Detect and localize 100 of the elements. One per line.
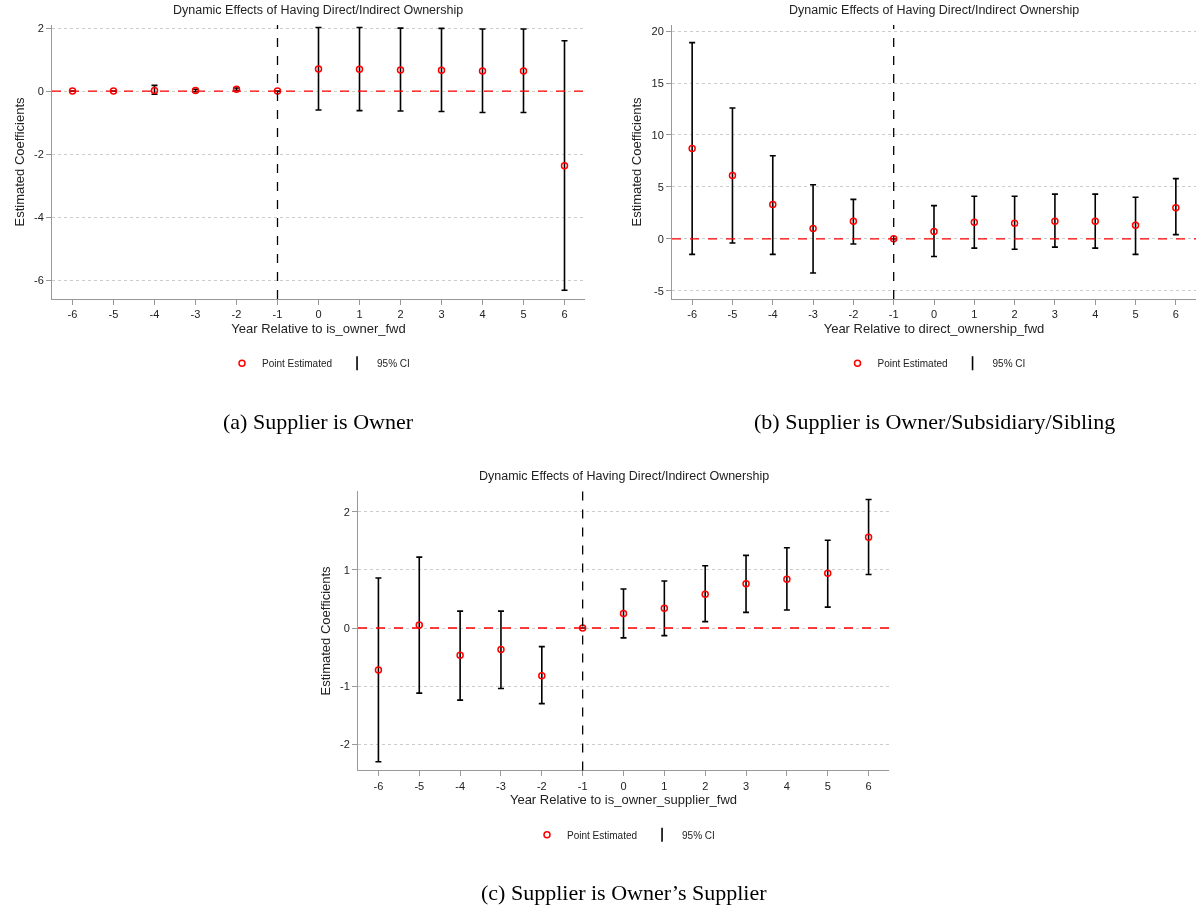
x-tick-label: 4 [479, 308, 486, 321]
x-tick-label: 2 [397, 308, 404, 321]
point [660, 604, 669, 613]
x-tick-label: -3 [190, 308, 201, 321]
x-tick-label: -2 [536, 779, 547, 792]
y-tick-label: -4 [34, 210, 44, 223]
x-tick-label: -4 [455, 779, 466, 792]
x-tick-label: 0 [315, 308, 322, 321]
point [1010, 219, 1019, 227]
y-tick-label: -2 [340, 738, 350, 751]
x-tick-label: 3 [438, 308, 445, 321]
chart-title: Dynamic Effects of Having Direct/Indirect Ownership [479, 469, 770, 483]
y-tick-label: -6 [34, 273, 44, 286]
x-tick-label: -4 [149, 308, 160, 321]
legend-label: Point Estimated [877, 358, 948, 370]
x-tick-label: -5 [108, 308, 119, 321]
point [728, 171, 737, 180]
point [970, 218, 979, 226]
x-tick-label: 5 [520, 308, 527, 321]
x-tick-label: -6 [373, 779, 384, 792]
point [1051, 217, 1059, 225]
point [809, 224, 817, 233]
text: 95% CI [377, 358, 410, 370]
y-tick-label: 0 [37, 84, 44, 97]
y-tick-label: 1 [343, 563, 350, 576]
text: 95% CI [992, 358, 1026, 370]
legend-label: Point Estimated [567, 829, 638, 841]
point [742, 580, 750, 588]
x-tick-label: -1 [888, 308, 899, 321]
y-tick-label: 15 [651, 76, 664, 89]
point [930, 227, 938, 236]
x-tick-label: -2 [848, 308, 859, 321]
point [864, 533, 873, 542]
y-tick-label: 5 [657, 180, 664, 193]
x-tick-label: -2 [231, 308, 242, 321]
legend-label: Point Estimated [262, 358, 333, 370]
x-tick-label: 2 [1011, 308, 1018, 321]
x-tick-label: -5 [727, 308, 738, 321]
chart-title: Dynamic Effects of Having Direct/Indirect Ownership [789, 3, 1080, 17]
chart-title: Dynamic Effects of Having Direct/Indirect Ownership [173, 3, 464, 17]
point [1131, 221, 1140, 230]
x-axis-title: Year Relative to is_owner_supplier_fwd [509, 792, 738, 808]
x-tick-label: -3 [808, 308, 818, 321]
point [538, 671, 546, 680]
point [415, 621, 424, 629]
y-tick-label: 20 [651, 25, 664, 38]
y-tick-label: 2 [37, 21, 44, 34]
point [1091, 217, 1099, 225]
point [519, 67, 528, 75]
x-tick-label: -3 [496, 779, 506, 792]
point [396, 66, 405, 74]
x-tick-label: 1 [356, 308, 363, 321]
x-tick-label: 4 [783, 779, 790, 792]
point [769, 200, 777, 209]
point [374, 666, 383, 674]
text: (b) Supplier is Owner/Subsidiary/Sibling [754, 409, 1116, 434]
x-tick-label: -1 [272, 308, 283, 321]
x-tick-label: 4 [1092, 308, 1099, 321]
x-tick-label: -4 [767, 308, 778, 321]
point [783, 575, 791, 583]
x-tick-label: 5 [824, 779, 831, 792]
x-tick-label: 6 [865, 779, 872, 792]
x-tick-label: 5 [1132, 308, 1139, 321]
text: 95% CI [682, 829, 715, 841]
x-tick-label: -1 [577, 779, 588, 792]
x-axis-title: Year Relative to is_owner_fwd [231, 320, 406, 336]
x-tick-label: 0 [930, 308, 938, 321]
x-tick-label: 6 [1172, 308, 1179, 321]
y-tick-label: -2 [34, 147, 44, 160]
point [849, 217, 858, 225]
y-tick-label: 0 [343, 621, 350, 634]
x-tick-label: 2 [702, 779, 709, 792]
x-tick-label: 6 [561, 308, 568, 321]
y-axis-title: Estimated Coefficients [11, 96, 27, 227]
point [688, 144, 696, 153]
x-tick-label: 3 [1051, 308, 1058, 321]
y-tick-label: -1 [340, 680, 350, 693]
point [619, 609, 628, 618]
point [1172, 203, 1180, 212]
y-tick-label: 2 [343, 505, 350, 518]
y-tick-label: -5 [654, 284, 664, 297]
point [314, 65, 323, 73]
x-axis-title: Year Relative to direct_ownership_fwd [823, 320, 1045, 336]
x-tick-label: -5 [414, 779, 425, 792]
point [560, 162, 569, 170]
point [437, 66, 446, 75]
y-tick-label: 0 [657, 232, 664, 245]
text: (a) Supplier is Owner [223, 409, 414, 434]
point [478, 67, 487, 75]
x-tick-label: 0 [620, 779, 627, 792]
x-tick-label: -6 [67, 308, 78, 321]
x-tick-label: -6 [687, 308, 698, 321]
x-tick-label: 1 [971, 308, 978, 321]
point [497, 645, 505, 654]
point [355, 65, 364, 74]
point [456, 651, 464, 660]
point [701, 590, 709, 599]
x-tick-label: 3 [742, 779, 750, 792]
point [823, 569, 832, 578]
y-tick-label: 10 [651, 128, 664, 141]
